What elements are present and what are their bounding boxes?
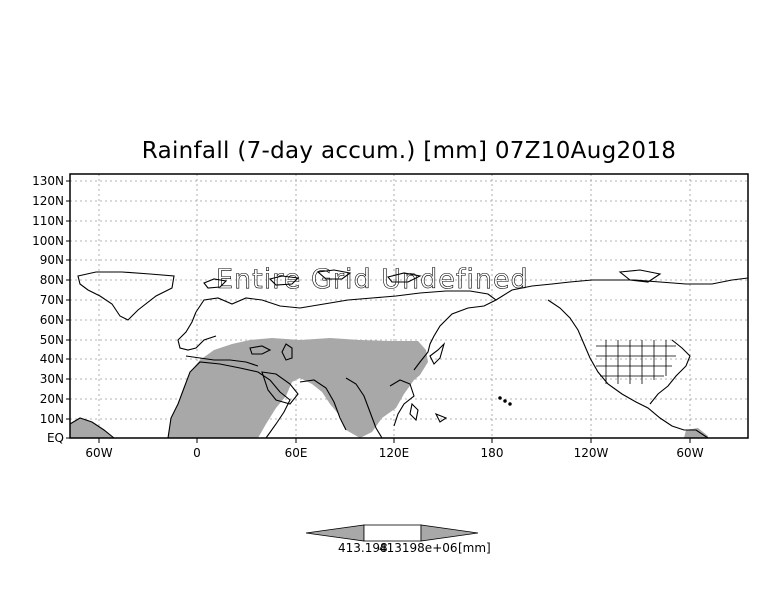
y-tick-label: 120N	[32, 194, 64, 208]
map-title: Rainfall (7-day accum.) [mm] 07Z10Aug201…	[141, 138, 677, 164]
y-tick-label: 70N	[40, 293, 64, 307]
y-axis-ticks	[66, 180, 70, 439]
y-tick-label: 110N	[32, 214, 64, 228]
x-axis-ticks	[98, 438, 691, 443]
y-tick-label: EQ	[47, 431, 64, 445]
y-tick-label: 80N	[40, 273, 64, 287]
x-tick-label: 60W	[85, 446, 112, 460]
colorbar-right-arrow	[420, 524, 479, 542]
x-tick-label: 60W	[676, 446, 703, 460]
map-frame	[69, 173, 749, 439]
x-tick-label: 120W	[574, 446, 609, 460]
x-tick-label: 60E	[285, 446, 308, 460]
colorbar-left-arrow	[305, 524, 365, 542]
colorbar	[305, 524, 479, 542]
colorbar-center-box	[363, 524, 422, 542]
coastlines	[69, 269, 749, 439]
colorbar-max-label: 413198e+06	[379, 541, 458, 555]
y-axis-labels: 130N 120N 110N 100N 90N 80N 70N 60N 50N …	[32, 174, 64, 445]
colorbar-unit-label: [mm]	[458, 541, 491, 555]
undefined-grid-message: Entire Grid Undefined	[216, 264, 529, 295]
colorbar-min-label: 413.198	[338, 541, 388, 555]
y-tick-label: 30N	[40, 372, 64, 386]
y-tick-label: 20N	[40, 392, 64, 406]
x-tick-label: 120E	[379, 446, 410, 460]
x-tick-label: 0	[193, 446, 201, 460]
shaded-land	[70, 338, 708, 438]
y-tick-label: 100N	[32, 234, 64, 248]
us-state-lines	[596, 340, 676, 384]
x-tick-label: 180	[481, 446, 504, 460]
y-tick-label: 50N	[40, 333, 64, 347]
y-tick-label: 60N	[40, 313, 64, 327]
y-tick-label: 90N	[40, 253, 64, 267]
y-tick-label: 130N	[32, 174, 64, 188]
y-tick-label: 40N	[40, 352, 64, 366]
x-axis-labels: 60W 0 60E 120E 180 120W 60W	[85, 446, 703, 460]
map-gridlines	[70, 174, 748, 438]
y-tick-label: 10N	[40, 412, 64, 426]
